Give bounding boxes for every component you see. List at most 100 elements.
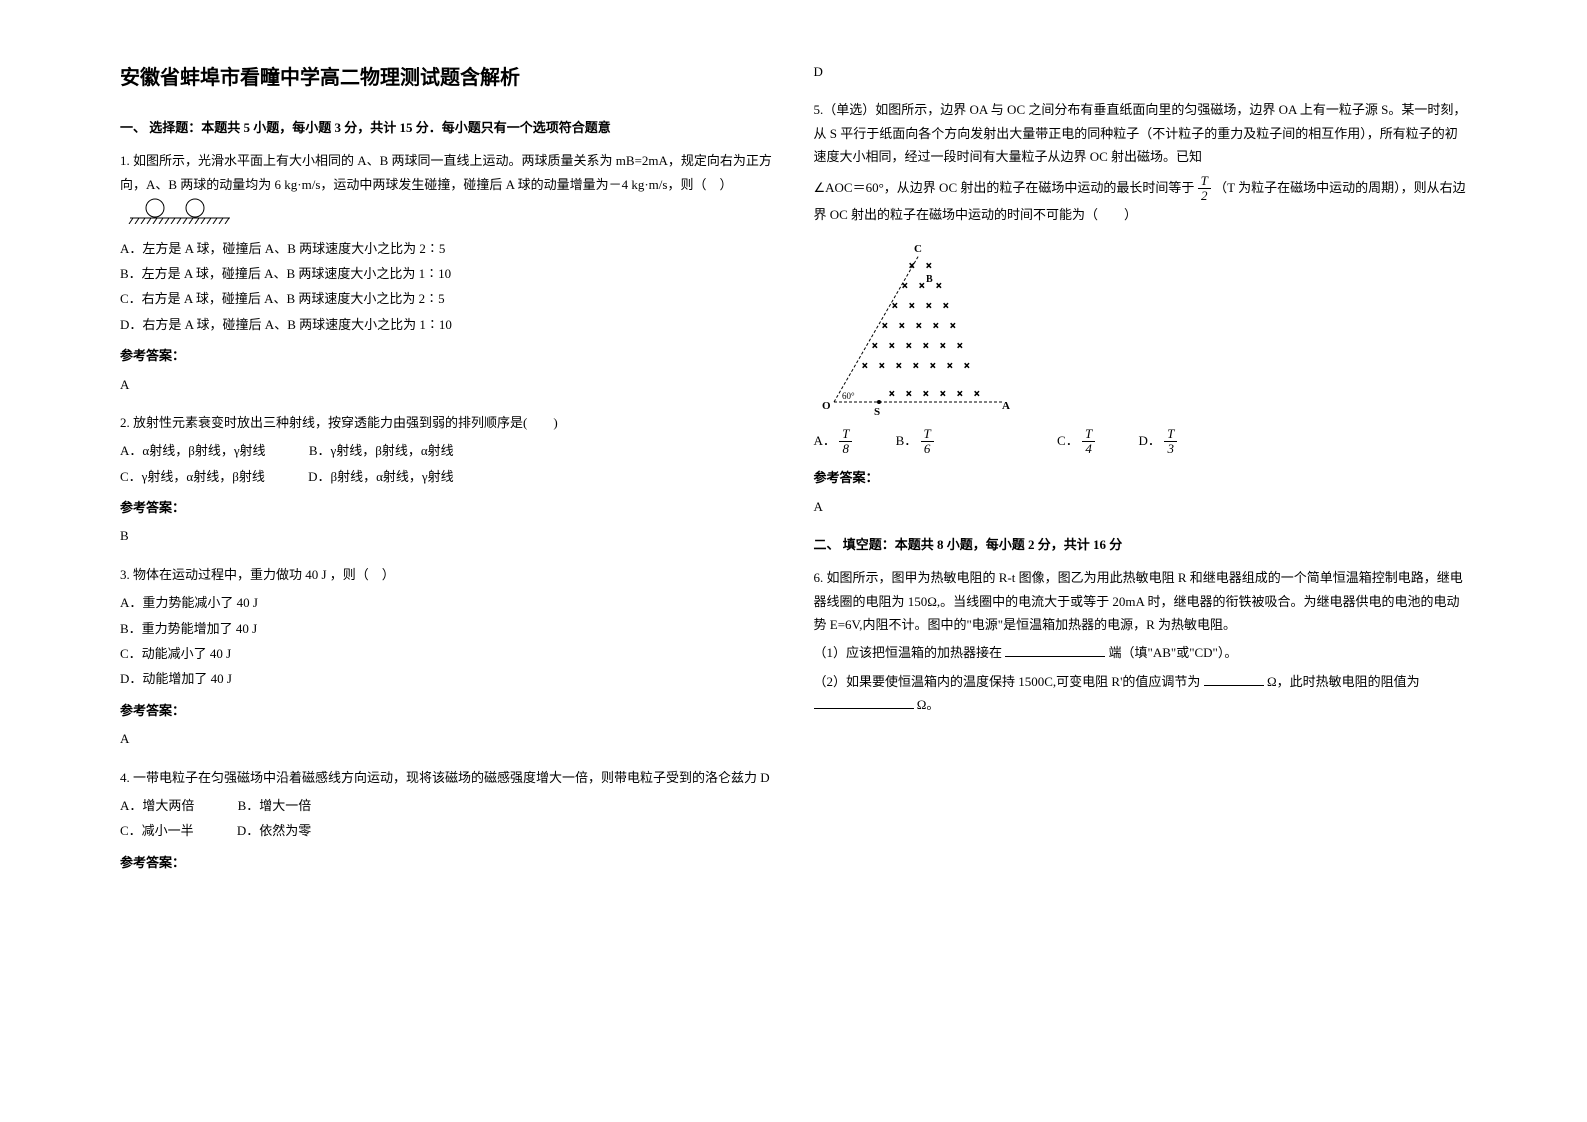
q5-text2: ∠AOC＝60°，从边界 OC 射出的粒子在磁场中运动的最长时间等于 T 2 （… <box>814 174 1468 227</box>
svg-text:×: × <box>916 321 922 332</box>
q3-text: 3. 物体在运动过程中，重力做功 40 J ，则（ ） <box>120 563 774 586</box>
question-1: 1. 如图所示，光滑水平面上有大小相同的 A、B 两球同一直线上运动。两球质量关… <box>120 149 774 396</box>
diagram-label-60: 60° <box>842 391 855 401</box>
q3-optB: B．重力势能增加了 40 J <box>120 617 774 640</box>
svg-text:×: × <box>933 321 939 332</box>
svg-text:×: × <box>947 361 953 372</box>
svg-text:×: × <box>923 389 929 400</box>
question-6: 6. 如图所示，图甲为热敏电阻的 R-t 图像，图乙为用此热敏电阻 R 和继电器… <box>814 566 1468 716</box>
svg-text:×: × <box>902 281 908 292</box>
svg-text:×: × <box>906 341 912 352</box>
section1-heading: 一、 选择题：本题共 5 小题，每小题 3 分，共计 15 分．每小题只有一个选… <box>120 116 774 139</box>
svg-text:×: × <box>899 321 905 332</box>
diagram-label-S: S <box>874 406 880 417</box>
q6-blank2 <box>1204 672 1264 686</box>
svg-text:×: × <box>957 389 963 400</box>
page-title: 安徽省蚌埠市看疃中学高二物理测试题含解析 <box>120 60 774 96</box>
q3-optD: D．动能增加了 40 J <box>120 667 774 690</box>
q4-answer-label: 参考答案： <box>120 851 774 874</box>
q5-optA-label: A． <box>814 432 836 447</box>
question-2: 2. 放射性元素衰变时放出三种射线，按穿透能力由强到弱的排列顺序是( ) A．α… <box>120 411 774 548</box>
q5-optA: A． T 8 <box>814 427 853 457</box>
q1-optA: A．左方是 A 球，碰撞后 A、B 两球速度大小之比为 2∶5 <box>120 237 774 260</box>
balls-diagram-svg <box>125 196 235 224</box>
q5-diagram-svg: × × × × × × × × × × × × × × × × × × × × <box>814 237 1014 417</box>
q1-answer-label: 参考答案： <box>120 344 774 367</box>
q5-text1: 5.（单选）如图所示，边界 OA 与 OC 之间分布有垂直纸面向里的匀强磁场，边… <box>814 98 1468 168</box>
q4-row2: C．减小一半 D．依然为零 <box>120 819 774 842</box>
svg-text:×: × <box>957 341 963 352</box>
svg-text:×: × <box>919 281 925 292</box>
q5-answer-label: 参考答案： <box>814 466 1468 489</box>
svg-text:×: × <box>926 261 932 272</box>
q5-optB-label: B． <box>896 432 918 447</box>
q6-blank1 <box>1005 643 1105 657</box>
question-4: 4. 一带电粒子在匀强磁场中沿着磁感线方向运动，现将该磁场的磁感强度增大一倍，则… <box>120 766 774 875</box>
q2-row2: C．γ射线，α射线，β射线 D．β射线，α射线，γ射线 <box>120 465 774 488</box>
svg-text:×: × <box>909 261 915 272</box>
q5-answer: A <box>814 495 1468 518</box>
q2-optD: D．β射线，α射线，γ射线 <box>308 465 454 488</box>
section2-heading: 二、 填空题：本题共 8 小题，每小题 2 分，共计 16 分 <box>814 533 1468 556</box>
q3-answer-label: 参考答案： <box>120 699 774 722</box>
svg-text:×: × <box>872 341 878 352</box>
svg-text:×: × <box>950 321 956 332</box>
svg-text:×: × <box>879 361 885 372</box>
q3-options: A．重力势能减小了 40 J B．重力势能增加了 40 J C．动能减小了 40… <box>120 591 774 691</box>
q6-text3-before: （2）如果要使恒温箱内的温度保持 1500C,可变电阻 R'的值应调节为 <box>814 674 1201 689</box>
q1-optC: C．右方是 A 球，碰撞后 A、B 两球速度大小之比为 2∶5 <box>120 287 774 310</box>
svg-text:×: × <box>896 361 902 372</box>
svg-text:×: × <box>936 281 942 292</box>
question-5: 5.（单选）如图所示，边界 OA 与 OC 之间分布有垂直纸面向里的匀强磁场，边… <box>814 98 1468 518</box>
q5-options: A． T 8 B． T 6 C． T 4 <box>814 427 1468 457</box>
svg-text:×: × <box>892 301 898 312</box>
q3-answer: A <box>120 727 774 750</box>
svg-text:×: × <box>889 389 895 400</box>
svg-text:×: × <box>906 389 912 400</box>
q6-text2: （1）应该把恒温箱的加热器接在 端（填"AB"或"CD"）。 <box>814 641 1468 664</box>
q2-row1: A．α射线，β射线，γ射线 B．γ射线，β射线，α射线 <box>120 439 774 462</box>
q5-optC-frac: T 4 <box>1082 427 1095 457</box>
q2-answer-label: 参考答案： <box>120 496 774 519</box>
q3-optA: A．重力势能减小了 40 J <box>120 591 774 614</box>
svg-text:×: × <box>923 341 929 352</box>
q5-frac-T2: T 2 <box>1198 174 1211 204</box>
q1-answer: A <box>120 373 774 396</box>
q6-text2-after: 端（填"AB"或"CD"）。 <box>1109 645 1238 660</box>
svg-text:×: × <box>940 341 946 352</box>
diagram-label-A: A <box>1002 400 1010 412</box>
q4-optD: D．依然为零 <box>237 819 311 842</box>
q6-text3-mid: Ω，此时热敏电阻的阻值为 <box>1267 674 1420 689</box>
q2-optC: C．γ射线，α射线，β射线 <box>120 465 265 488</box>
svg-text:×: × <box>909 301 915 312</box>
q2-optA: A．α射线，β射线，γ射线 <box>120 439 266 462</box>
q4-optA: A．增大两倍 <box>120 794 194 817</box>
q3-optC: C．动能减小了 40 J <box>120 642 774 665</box>
q5-optA-frac: T 8 <box>839 427 852 457</box>
q2-text: 2. 放射性元素衰变时放出三种射线，按穿透能力由强到弱的排列顺序是( ) <box>120 411 774 434</box>
diagram-label-B: B <box>926 274 933 285</box>
svg-text:×: × <box>889 341 895 352</box>
q1-optD: D．右方是 A 球，碰撞后 A、B 两球速度大小之比为 1∶10 <box>120 313 774 336</box>
svg-text:×: × <box>862 361 868 372</box>
diagram-label-C: C <box>914 243 922 255</box>
q5-optC: C． T 4 <box>1057 427 1095 457</box>
q4-answer: D <box>814 60 1468 83</box>
q6-text2-before: （1）应该把恒温箱的加热器接在 <box>814 645 1003 660</box>
q1-diagram <box>125 196 235 231</box>
q6-text1: 6. 如图所示，图甲为热敏电阻的 R-t 图像，图乙为用此热敏电阻 R 和继电器… <box>814 566 1468 636</box>
right-column: D 5.（单选）如图所示，边界 OA 与 OC 之间分布有垂直纸面向里的匀强磁场… <box>794 60 1488 1062</box>
question-3: 3. 物体在运动过程中，重力做功 40 J ，则（ ） A．重力势能减小了 40… <box>120 563 774 751</box>
svg-text:×: × <box>943 301 949 312</box>
q5-optB-frac: T 6 <box>921 427 934 457</box>
q5-optB: B． T 6 <box>896 427 934 457</box>
svg-text:×: × <box>940 389 946 400</box>
left-column: 安徽省蚌埠市看疃中学高二物理测试题含解析 一、 选择题：本题共 5 小题，每小题… <box>100 60 794 1062</box>
q6-blank3 <box>814 695 914 709</box>
q1-text: 1. 如图所示，光滑水平面上有大小相同的 A、B 两球同一直线上运动。两球质量关… <box>120 149 774 231</box>
q5-frac-num: T <box>1198 174 1211 189</box>
q5-frac-den: 2 <box>1198 189 1211 203</box>
svg-text:×: × <box>913 361 919 372</box>
q1-options: A．左方是 A 球，碰撞后 A、B 两球速度大小之比为 2∶5 B．左方是 A … <box>120 237 774 337</box>
svg-text:×: × <box>926 301 932 312</box>
